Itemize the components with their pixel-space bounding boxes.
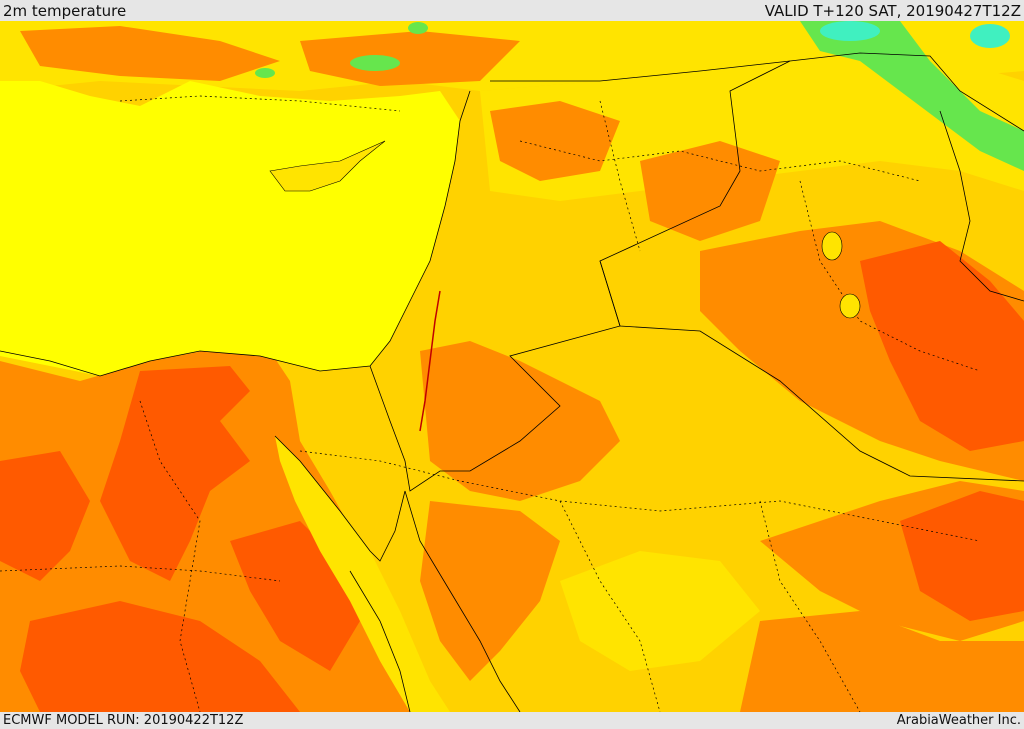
map-title: 2m temperature [3,2,127,20]
arabia-warm-region-2 [420,501,560,681]
syria-orange-patches [490,101,620,181]
temperature-map [0,21,1024,712]
lake-habbaniyah [839,293,861,319]
cool-patch-ne-3 [820,21,880,41]
credit-label: ArabiaWeather Inc. [896,713,1021,728]
cool-patch-ne-2 [970,24,1010,48]
turkey-border [490,52,1024,132]
model-run-label: ECMWF MODEL RUN: 20190422T12Z [3,713,244,728]
egypt-province-line [0,565,281,582]
turkey-province-line [119,95,401,112]
lake-tharthar [821,231,843,261]
saudi-province-line-3 [759,500,861,712]
cool-patch-n [350,55,400,71]
egypt-hot-patch [100,366,250,581]
egypt-hot-patch-2 [0,451,90,581]
egypt-red-sea-coast [349,570,411,712]
iraq-hot-patch [860,241,1024,451]
turkey-orange-2 [300,31,520,86]
saudi-south-warm [740,611,1024,712]
iran-border [939,110,1024,302]
red-sea [275,436,450,712]
footer-bar: ECMWF MODEL RUN: 20190422T12Z ArabiaWeat… [0,712,1024,729]
arabia-red-sea-coast [404,490,521,712]
egypt-hot-patch-3 [20,601,300,712]
egypt-province-line-2 [139,400,201,712]
jordan-valley [419,290,441,432]
cool-patch-n-3 [408,22,428,34]
cool-patch-ne [800,21,1024,171]
saudi-province-line-2 [559,500,661,712]
turkey-orange [20,26,280,81]
cyprus-island [269,140,386,192]
arabia-warm-region [420,341,620,501]
country-borders [0,52,1024,712]
sinai-coast [274,435,406,562]
valid-time-label: VALID T+120 SAT, 20190427T12Z [764,2,1021,20]
map-canvas [0,21,1024,712]
cool-patch-n-2 [255,68,275,78]
province-boundaries [0,95,981,712]
header-bar: 2m temperature VALID T+120 SAT, 20190427… [0,0,1024,21]
syria-orange-patches-2 [640,141,780,241]
mediterranean-sea [0,81,460,376]
syria-province-line-2 [599,100,641,252]
saudi-province-line [299,450,981,542]
arabia-hot-patch [900,491,1024,621]
saudi-south-patch [560,551,760,671]
levant-border [369,60,791,492]
iraq-saudi-border [599,260,1024,482]
